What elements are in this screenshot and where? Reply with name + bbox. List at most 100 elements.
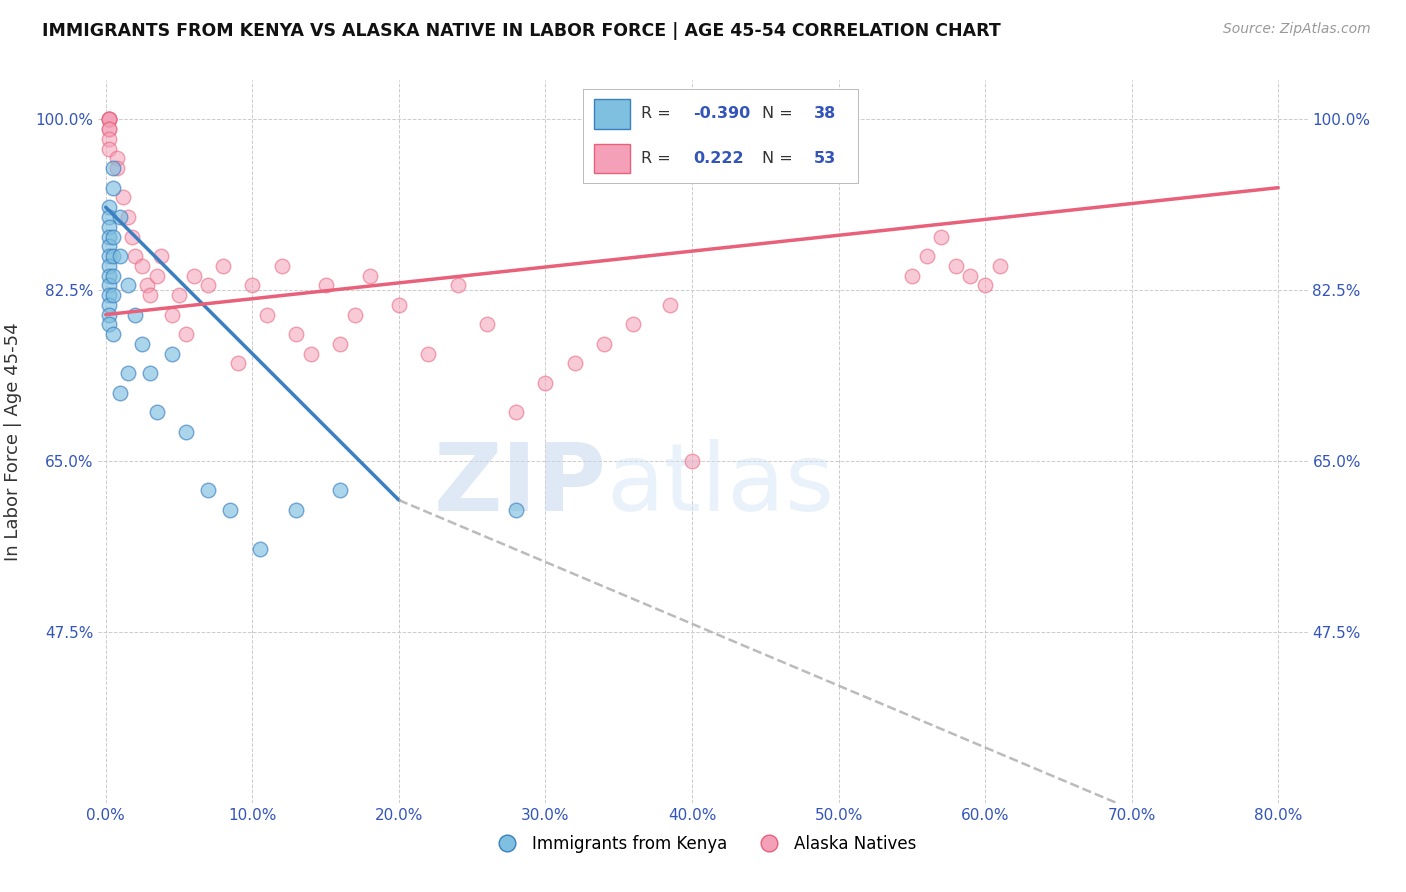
Point [659, 298, 682, 312]
Point [97, 219, 120, 234]
Point [929, 229, 952, 244]
Point [270, 259, 292, 273]
Point [150, 249, 173, 263]
Point [512, 825, 534, 839]
Point [101, 327, 124, 342]
Point [285, 327, 308, 342]
Text: Source: ZipAtlas.com: Source: ZipAtlas.com [1223, 22, 1371, 37]
Point [681, 454, 703, 468]
Point [97, 122, 120, 136]
Point [97, 259, 120, 273]
Point [97, 112, 120, 127]
Text: -0.390: -0.390 [693, 106, 751, 121]
Point [124, 249, 146, 263]
Text: R =: R = [641, 106, 676, 121]
Point [117, 366, 139, 380]
Point [131, 337, 153, 351]
Point [249, 541, 271, 556]
Point [117, 278, 139, 293]
Text: 0.222: 0.222 [693, 151, 744, 166]
Point [621, 318, 644, 332]
Point [359, 268, 381, 283]
Point [197, 483, 219, 498]
Point [176, 425, 198, 439]
Point [593, 337, 616, 351]
Point [418, 346, 440, 360]
Point [988, 259, 1011, 273]
Point [97, 112, 120, 127]
Point [101, 288, 124, 302]
Point [256, 308, 278, 322]
Point [945, 259, 967, 273]
Point [97, 268, 120, 283]
Point [901, 268, 924, 283]
Point [146, 405, 169, 419]
Text: 38: 38 [814, 106, 837, 121]
Point [97, 249, 120, 263]
Point [160, 308, 183, 322]
Point [138, 288, 160, 302]
Text: 53: 53 [814, 151, 837, 166]
Point [97, 142, 120, 156]
Text: atlas: atlas [606, 439, 835, 531]
Point [219, 503, 242, 517]
Point [131, 259, 153, 273]
Point [146, 268, 169, 283]
Point [97, 210, 120, 224]
Point [974, 278, 997, 293]
Point [534, 376, 557, 390]
Point [315, 278, 337, 293]
Point [97, 298, 120, 312]
Text: N =: N = [762, 106, 797, 121]
Point [446, 278, 468, 293]
Point [212, 259, 235, 273]
Point [97, 288, 120, 302]
Point [299, 346, 322, 360]
FancyBboxPatch shape [595, 144, 630, 173]
Point [564, 356, 586, 370]
Point [138, 366, 160, 380]
Point [107, 152, 129, 166]
Text: ZIP: ZIP [433, 439, 606, 531]
Point [959, 268, 981, 283]
Text: IMMIGRANTS FROM KENYA VS ALASKA NATIVE IN LABOR FORCE | AGE 45-54 CORRELATION CH: IMMIGRANTS FROM KENYA VS ALASKA NATIVE I… [42, 22, 1001, 40]
Point [97, 132, 120, 146]
Point [101, 180, 124, 194]
Legend: Immigrants from Kenya, Alaska Natives: Immigrants from Kenya, Alaska Natives [484, 828, 922, 860]
Text: R =: R = [641, 151, 676, 166]
Point [183, 268, 205, 283]
Point [112, 190, 135, 204]
Point [388, 298, 411, 312]
Point [101, 161, 124, 176]
Text: N =: N = [762, 151, 797, 166]
Point [110, 385, 132, 400]
Point [101, 229, 124, 244]
Point [117, 210, 139, 224]
Point [101, 249, 124, 263]
Point [97, 229, 120, 244]
Point [915, 249, 938, 263]
Point [97, 278, 120, 293]
Point [329, 483, 352, 498]
Point [97, 318, 120, 332]
Point [121, 229, 143, 244]
Point [107, 161, 129, 176]
Point [124, 308, 146, 322]
Y-axis label: In Labor Force | Age 45-54: In Labor Force | Age 45-54 [4, 322, 21, 561]
Point [97, 112, 120, 127]
Point [176, 327, 198, 342]
Point [135, 278, 157, 293]
Point [285, 503, 308, 517]
Point [197, 278, 219, 293]
Point [329, 337, 352, 351]
Point [97, 112, 120, 127]
Point [97, 122, 120, 136]
Point [226, 356, 249, 370]
Point [240, 278, 263, 293]
Point [343, 308, 366, 322]
Point [97, 239, 120, 253]
Point [160, 346, 183, 360]
Point [97, 308, 120, 322]
Point [101, 268, 124, 283]
Point [110, 249, 132, 263]
